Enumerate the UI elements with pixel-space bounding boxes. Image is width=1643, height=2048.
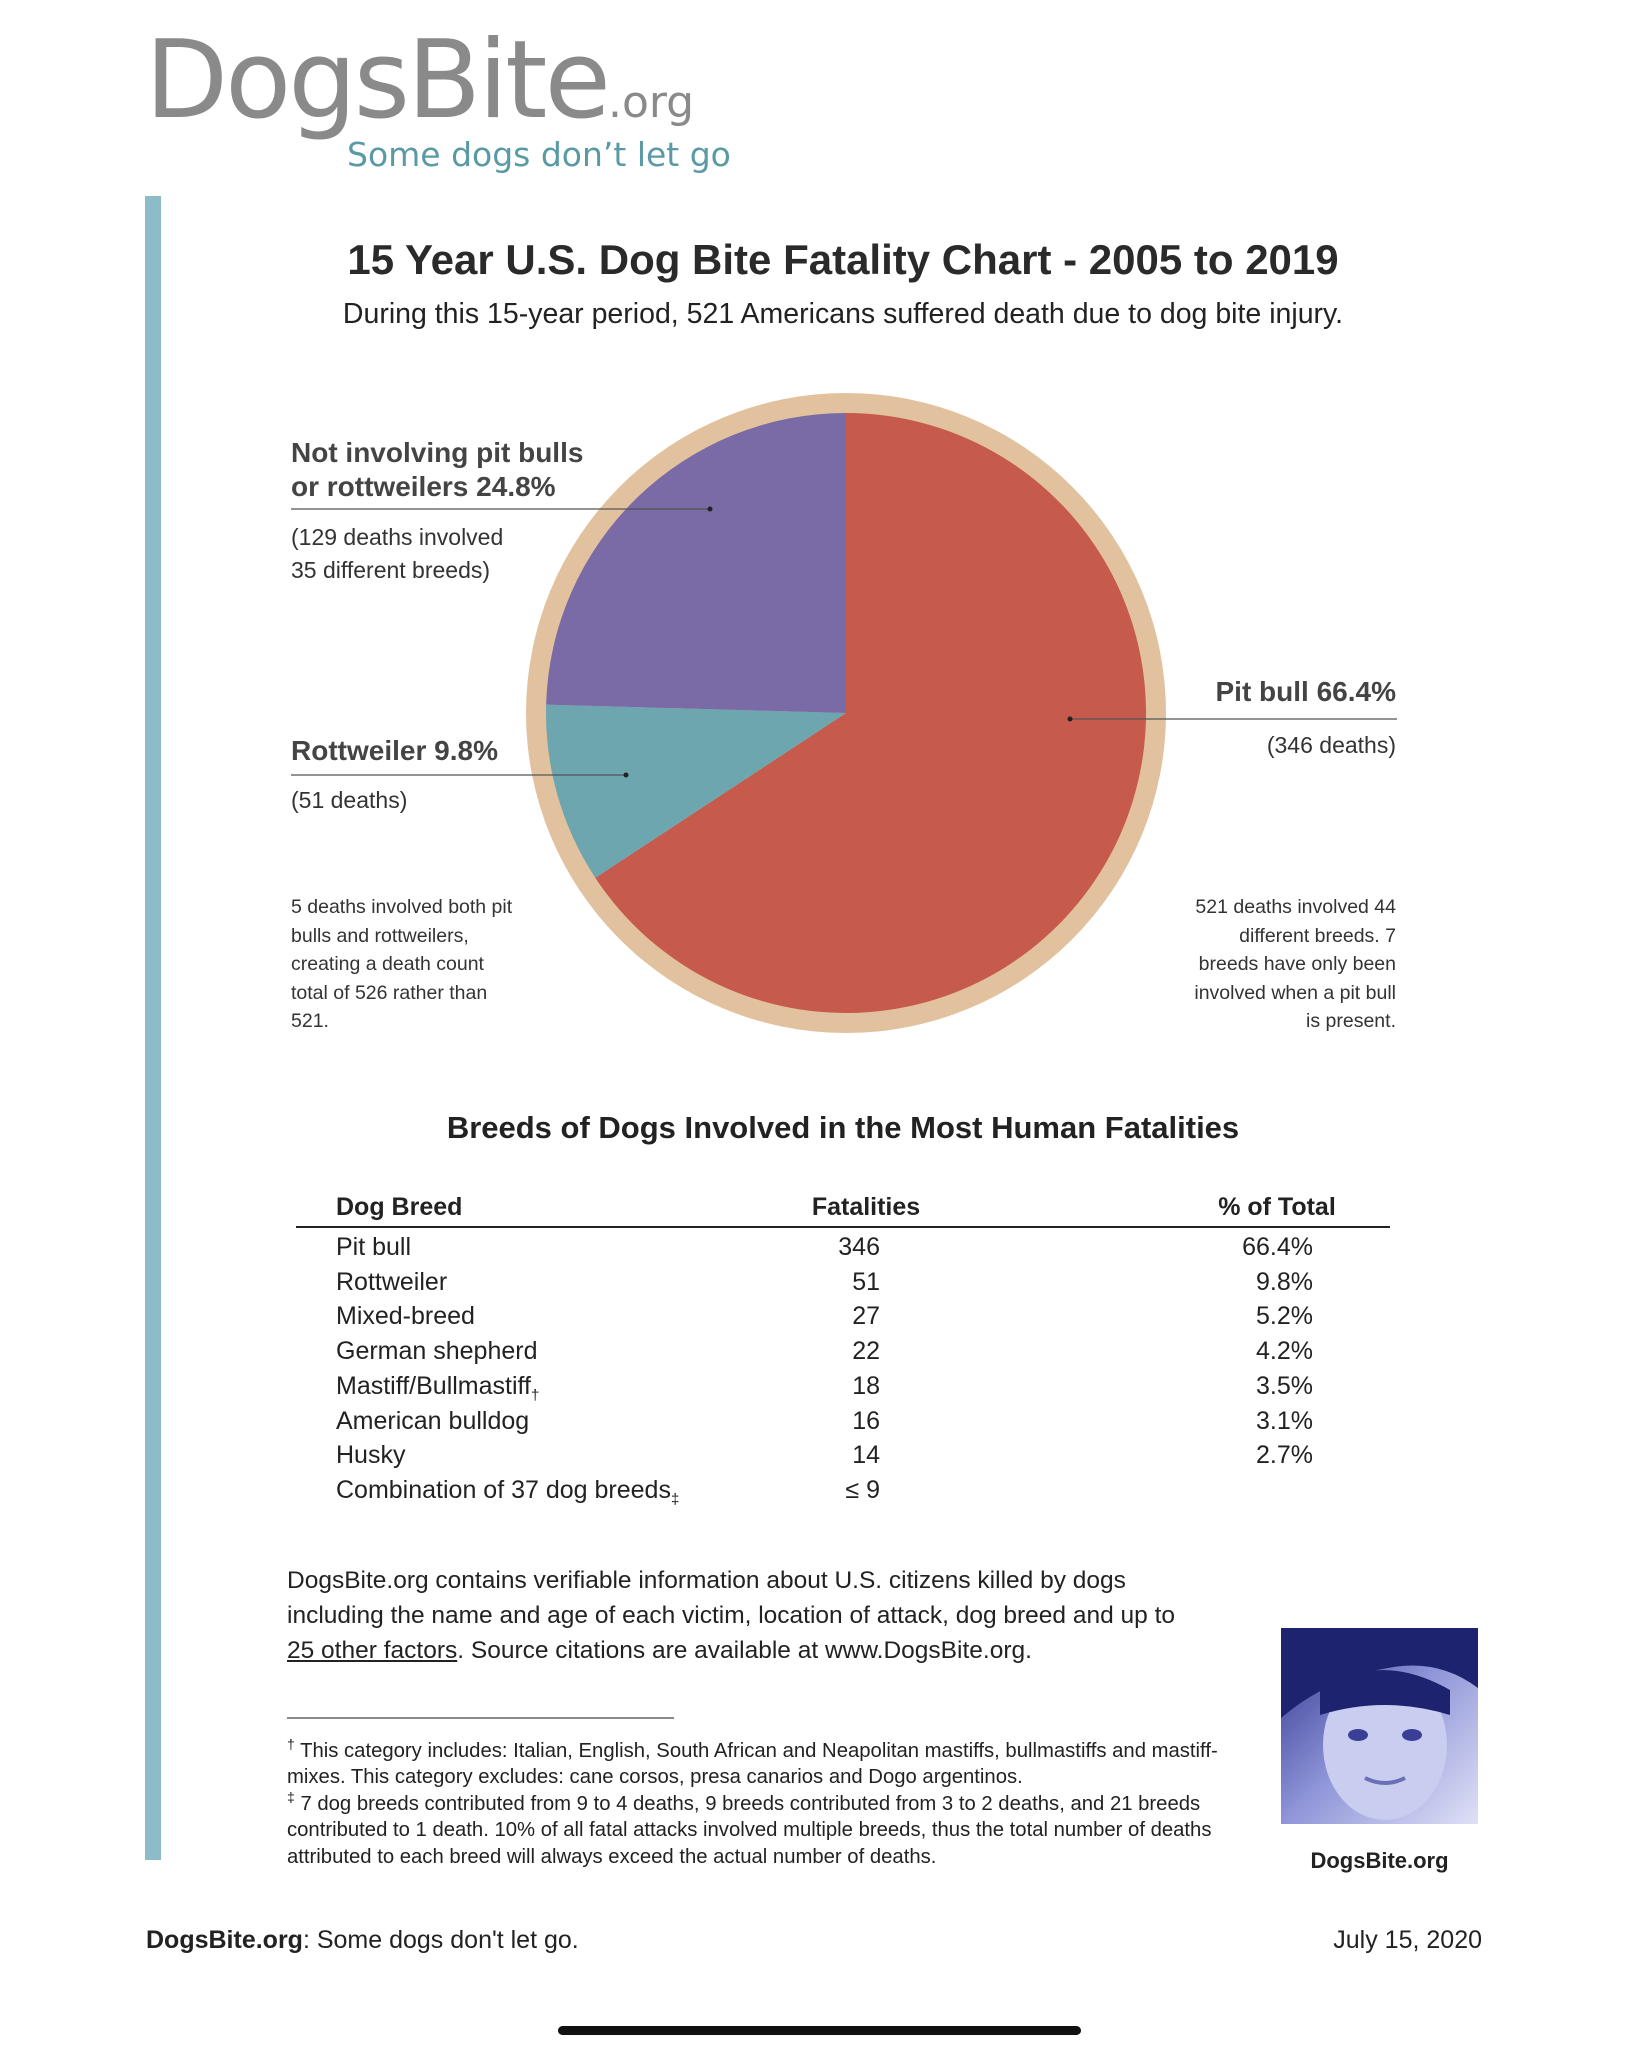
breed-mark: ‡ — [670, 1490, 680, 1508]
breed: Rottweiler — [336, 1267, 448, 1296]
link-text: 25 other factors — [287, 1637, 458, 1664]
category: Pit bull — [1215, 676, 1309, 707]
footnote-text: 7 dog breeds contributed from 9 to 4 dea… — [287, 1792, 1212, 1868]
cell-fatalities: 14 — [852, 1441, 880, 1470]
footer-brand: DogsBite.org — [146, 1926, 303, 1954]
breed: Mixed-breed — [336, 1302, 475, 1331]
home-indicator — [558, 2026, 1081, 2035]
table-title: Breeds of Dogs Involved in the Most Huma… — [446, 1110, 1240, 1145]
leader-dot — [1067, 716, 1073, 722]
tagline: Some dogs don’t let go — [347, 135, 731, 174]
cell-breed: Rottweiler — [336, 1268, 447, 1297]
footnote: † This category includes: Italian, Engli… — [287, 1731, 1262, 1791]
chart-note: 5 deaths involved both pit bulls and rot… — [291, 896, 513, 1032]
cell-percent: 3.5% — [1256, 1371, 1313, 1400]
logo-suffix: .org — [607, 77, 695, 128]
photo — [1281, 1628, 1478, 1824]
column-header: Dog Breed — [336, 1193, 463, 1221]
cell-percent: 2.7% — [1256, 1441, 1313, 1470]
cell-percent: 66.4% — [1242, 1233, 1313, 1261]
cell-percent: 3.1% — [1256, 1406, 1313, 1435]
chart-note: 521 deaths involved 44 different breeds.… — [1194, 896, 1396, 1032]
text: . Source citations are available at www.… — [457, 1637, 1032, 1664]
logo: DogsBite.org — [145, 18, 694, 143]
footer-date: July 15, 2020 — [1333, 1926, 1482, 1954]
logo-text: DogsBite — [145, 18, 611, 143]
photo-caption: DogsBite.org — [1310, 1848, 1449, 1873]
cell-breed: Pit bull — [336, 1233, 411, 1262]
breed: Pit bull — [336, 1233, 412, 1261]
slice-label: Pit bull 66.4% — [1096, 675, 1396, 709]
cell-percent: 5.2% — [1256, 1302, 1313, 1331]
category: Rottweiler — [291, 735, 427, 766]
slice-detail: (129 deaths involved 35 different breeds… — [291, 524, 504, 583]
footnote-text: This category includes: Italian, English… — [287, 1739, 1218, 1789]
footnote: ‡ 7 dog breeds contributed from 9 to 4 d… — [287, 1784, 1262, 1870]
leader-dot — [623, 772, 629, 778]
cell-fatalities: ≤ 9 — [845, 1475, 880, 1504]
cell-breed: Husky — [336, 1441, 405, 1470]
chart-title: 15 Year U.S. Dog Bite Fatality Chart - 2… — [347, 236, 1339, 283]
cell-breed: Mastiff/Bullmastiff† — [336, 1372, 539, 1404]
pie-slice — [595, 413, 1146, 1013]
column-header: % of Total — [1218, 1193, 1336, 1221]
footer: DogsBite.org: Some dogs don't let go. — [146, 1926, 579, 1955]
breed: Combination of 37 dog breeds — [336, 1475, 671, 1504]
cell-percent: 9.8% — [1256, 1267, 1313, 1296]
slice-detail: (51 deaths) — [291, 787, 408, 813]
pie-slice — [546, 413, 846, 713]
value-label: 9.8% — [434, 735, 498, 766]
breed: German shepherd — [336, 1337, 538, 1366]
cell-fatalities: 22 — [852, 1337, 880, 1366]
footnote-mark: † — [287, 1736, 295, 1752]
cell-fatalities: 27 — [852, 1302, 880, 1331]
column-header: Fatalities — [811, 1193, 921, 1221]
slice-label: Rottweiler 9.8% — [291, 734, 691, 768]
pie — [546, 413, 1146, 1013]
cell-percent: 4.2% — [1256, 1337, 1313, 1366]
breed-mark: † — [530, 1386, 540, 1404]
value-label: 24.8% — [476, 471, 556, 502]
slice-detail: (346 deaths) — [1266, 732, 1396, 758]
slice-label: Not involving pit bulls or rottweilers 2… — [291, 436, 601, 504]
cell-breed: German shepherd — [336, 1337, 538, 1366]
side-bar — [145, 196, 161, 1860]
cell-fatalities: 18 — [852, 1371, 880, 1400]
cell-fatalities: 51 — [852, 1267, 880, 1296]
cell-breed: American bulldog — [336, 1407, 529, 1436]
footer-text: : Some dogs don't let go. — [302, 1926, 579, 1954]
breed: American bulldog — [336, 1406, 530, 1435]
category: Not involving pit bulls or rottweilers — [291, 437, 584, 502]
pie-slice — [546, 704, 846, 878]
cell-fatalities: 16 — [852, 1406, 880, 1435]
cell-breed: Combination of 37 dog breeds‡ — [336, 1476, 679, 1508]
cell-breed: Mixed-breed — [336, 1302, 475, 1331]
cell-fatalities: 346 — [838, 1233, 880, 1261]
leader-dot — [707, 506, 713, 512]
body-text: DogsBite.org contains verifiable informa… — [287, 1563, 1197, 1668]
footnote-mark: ‡ — [287, 1789, 295, 1805]
value-label: 66.4% — [1316, 676, 1396, 707]
breed: Husky — [336, 1441, 406, 1470]
chart-subtitle: During this 15-year period, 521 American… — [342, 298, 1344, 330]
text: DogsBite.org contains verifiable informa… — [287, 1567, 1176, 1629]
breed: Mastiff/Bullmastiff — [336, 1371, 531, 1400]
